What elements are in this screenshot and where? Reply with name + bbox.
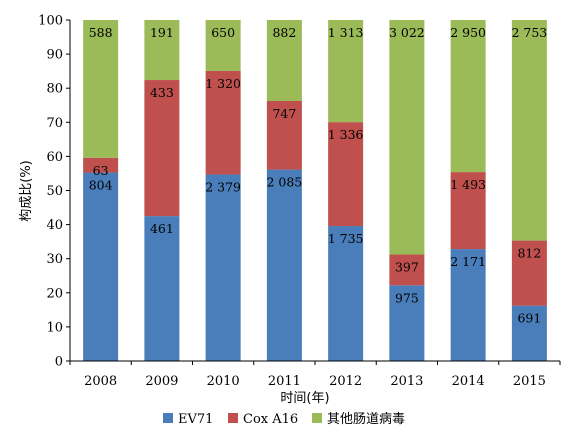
bar-2015-series-2 bbox=[511, 20, 547, 241]
data-label-2008-series-0: 804 bbox=[89, 178, 113, 193]
y-tick-label-70: 70 bbox=[46, 116, 63, 131]
bar-2009-series-2 bbox=[144, 20, 180, 81]
bar-2013-series-2 bbox=[389, 20, 425, 255]
bar-2010-series-2 bbox=[205, 20, 241, 71]
data-label-2012-series-0: 1 735 bbox=[328, 231, 364, 246]
data-label-2013-series-0: 975 bbox=[395, 290, 419, 305]
data-label-2015-series-1: 812 bbox=[517, 246, 541, 261]
y-tick-label-50: 50 bbox=[46, 184, 63, 199]
bar-2010-series-0 bbox=[205, 174, 241, 361]
bar-2011-series-1 bbox=[266, 100, 302, 170]
y-axis-title: 构成比(%) bbox=[19, 160, 34, 222]
bar-2011-series-2 bbox=[266, 20, 302, 101]
data-label-2013-series-2: 3 022 bbox=[389, 25, 425, 40]
axes-layer: 0 10 20 30 40 50 60 70 80 90 100 2008 2009 2010 2011 20… bbox=[38, 14, 561, 389]
data-label-2009-series-1: 433 bbox=[150, 85, 174, 100]
data-label-2011-series-1: 747 bbox=[272, 106, 296, 121]
y-tick-label-20: 20 bbox=[46, 286, 63, 301]
x-tick-label-2012: 2012 bbox=[329, 374, 362, 389]
bar-2011-series-0 bbox=[266, 169, 302, 361]
data-label-2014-series-0: 2 171 bbox=[450, 254, 486, 269]
x-tick-label-2015: 2015 bbox=[513, 374, 546, 389]
bar-2009-series-1 bbox=[144, 80, 180, 217]
bar-2014-series-2 bbox=[450, 20, 486, 173]
x-tick-label-2010: 2010 bbox=[207, 374, 240, 389]
legend-label-2: 其他肠道病毒 bbox=[327, 412, 405, 427]
bar-2012-series-2 bbox=[328, 20, 364, 123]
data-label-2009-series-0: 461 bbox=[150, 221, 174, 236]
data-label-2014-series-2: 2 950 bbox=[450, 25, 486, 40]
y-tick-label-80: 80 bbox=[46, 82, 63, 97]
data-label-2008-series-2: 588 bbox=[89, 25, 113, 40]
data-label-2010-series-1: 1 320 bbox=[205, 76, 241, 91]
y-tick-label-0: 0 bbox=[55, 355, 63, 370]
data-label-2012-series-1: 1 336 bbox=[328, 127, 364, 142]
data-label-2013-series-1: 397 bbox=[395, 260, 419, 275]
y-tick-label-60: 60 bbox=[46, 150, 63, 165]
x-tick-label-2013: 2013 bbox=[390, 374, 423, 389]
y-tick-label-30: 30 bbox=[46, 252, 63, 267]
y-tick-label-100: 100 bbox=[38, 14, 63, 29]
x-axis-title: 时间(年) bbox=[280, 391, 329, 406]
legend-swatch-2 bbox=[312, 413, 322, 423]
x-tick-label-2014: 2014 bbox=[452, 374, 485, 389]
bar-2010-series-1 bbox=[205, 70, 241, 175]
data-label-2014-series-1: 1 493 bbox=[450, 177, 486, 192]
y-tick-label-90: 90 bbox=[46, 48, 63, 63]
legend-label-0: EV71 bbox=[178, 412, 213, 427]
data-label-2011-series-0: 2 085 bbox=[266, 175, 302, 190]
bar-2012-series-1 bbox=[328, 122, 364, 227]
x-tick-label-2008: 2008 bbox=[84, 374, 117, 389]
data-label-2008-series-1: 63 bbox=[93, 163, 109, 178]
bar-2008-series-0 bbox=[83, 172, 119, 361]
legend-swatch-1 bbox=[228, 413, 238, 423]
bar-2014-series-1 bbox=[450, 172, 486, 250]
data-label-2011-series-2: 882 bbox=[272, 25, 296, 40]
data-label-2015-series-0: 691 bbox=[517, 311, 541, 326]
bar-2012-series-0 bbox=[328, 226, 364, 361]
bar-2015-series-1 bbox=[511, 240, 547, 306]
bar-2008-series-2 bbox=[83, 20, 119, 158]
data-label-2010-series-2: 650 bbox=[211, 25, 235, 40]
x-tick-label-2009: 2009 bbox=[145, 374, 178, 389]
legend: EV71 Cox A16 其他肠道病毒 bbox=[163, 412, 405, 427]
x-tick-label-2011: 2011 bbox=[268, 374, 301, 389]
bar-2009-series-0 bbox=[144, 216, 180, 361]
data-label-2009-series-2: 191 bbox=[150, 25, 174, 40]
legend-swatch-0 bbox=[163, 413, 173, 423]
bar-2008-series-1 bbox=[83, 157, 119, 173]
bars-layer bbox=[83, 20, 547, 361]
y-tick-label-10: 10 bbox=[46, 320, 63, 335]
bar-2013-series-1 bbox=[389, 254, 425, 286]
bar-2015-series-0 bbox=[511, 305, 547, 361]
legend-label-1: Cox A16 bbox=[243, 412, 298, 427]
y-tick-label-40: 40 bbox=[46, 218, 63, 233]
bar-2013-series-0 bbox=[389, 285, 425, 361]
data-label-2010-series-0: 2 379 bbox=[205, 179, 241, 194]
data-label-2015-series-2: 2 753 bbox=[511, 25, 547, 40]
data-label-2012-series-2: 1 313 bbox=[328, 25, 364, 40]
bar-2014-series-0 bbox=[450, 249, 486, 361]
